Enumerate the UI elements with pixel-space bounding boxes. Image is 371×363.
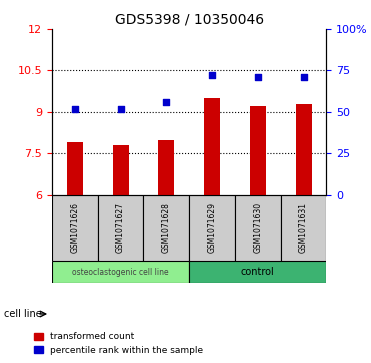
Legend: transformed count, percentile rank within the sample: transformed count, percentile rank withi… (34, 333, 204, 355)
Bar (296, 103, 312, 195)
Text: GSM1071626: GSM1071626 (70, 203, 79, 253)
Text: cell line: cell line (4, 309, 42, 319)
FancyBboxPatch shape (52, 261, 189, 283)
Point (163, 99, 169, 105)
Text: osteoclastogenic cell line: osteoclastogenic cell line (72, 268, 169, 277)
FancyBboxPatch shape (52, 195, 98, 261)
Text: GSM1071631: GSM1071631 (299, 203, 308, 253)
FancyBboxPatch shape (189, 261, 326, 283)
Title: GDS5398 / 10350046: GDS5398 / 10350046 (115, 12, 264, 26)
Point (209, 73, 215, 78)
FancyBboxPatch shape (144, 195, 189, 261)
Bar (158, 139, 174, 195)
FancyBboxPatch shape (281, 195, 326, 261)
Bar (250, 106, 266, 195)
Bar (67, 142, 83, 195)
FancyBboxPatch shape (235, 195, 281, 261)
Text: control: control (241, 267, 275, 277)
Point (118, 106, 124, 111)
Point (72, 106, 78, 111)
Text: GSM1071627: GSM1071627 (116, 203, 125, 253)
Text: GSM1071630: GSM1071630 (253, 202, 262, 253)
FancyBboxPatch shape (189, 195, 235, 261)
FancyBboxPatch shape (98, 195, 144, 261)
Text: GSM1071628: GSM1071628 (162, 203, 171, 253)
Text: GSM1071629: GSM1071629 (208, 203, 217, 253)
Bar (204, 98, 220, 195)
Point (255, 74, 261, 80)
Point (301, 74, 306, 80)
Bar (112, 145, 129, 195)
